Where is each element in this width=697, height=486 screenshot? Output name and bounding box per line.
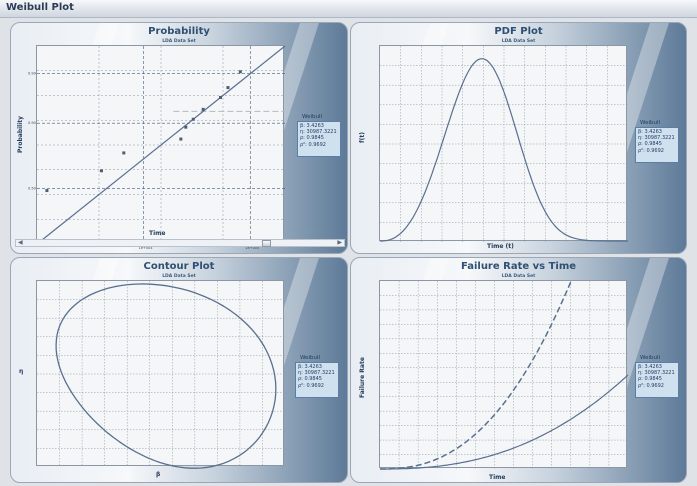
failure-rate-subtitle: LDA Data Set (501, 274, 536, 279)
failure-rate-xlabel: Time (489, 474, 506, 481)
x-tick-label: 1e+005 (245, 246, 259, 250)
pdf-legend: β: 3.4263 η: 30987.3221 ρ: 0.9845 ρ²: 0.96… (635, 127, 679, 163)
data-point (201, 107, 205, 111)
contour-title: Contour Plot (143, 261, 215, 272)
probability-chart-svg: 0.99 0.90 0.50 1e+004 1e+005 (28, 45, 286, 250)
y-tick-label: 0.50 (28, 187, 36, 191)
contour-legend: β: 3.4263 η: 30987.3221 ρ: 0.9845 ρ²: 0.96… (295, 362, 339, 398)
failure-rate-bound-curve (380, 281, 572, 470)
contour-xlabel: β (156, 471, 161, 478)
fit-line (36, 45, 286, 245)
y-tick-label: 0.99 (28, 72, 36, 76)
failure-rate-legend-title: Weibull (640, 355, 661, 361)
data-point (238, 70, 242, 74)
failure-rate-legend: β: 3.4263 η: 30987.3221 ρ: 0.9845 ρ²: 0.96… (635, 362, 679, 398)
x-tick-label: 1e+004 (139, 246, 154, 250)
data-point (226, 86, 230, 90)
scroll-left-icon[interactable]: ◀ (18, 239, 23, 246)
pdf-title: PDF Plot (494, 26, 543, 37)
data-point (184, 125, 188, 129)
probability-plot-area: 0.99 0.90 0.50 1e+004 1e+005 (28, 45, 286, 250)
probability-legend-title: Weibull (302, 114, 323, 120)
pdf-plot-area (379, 45, 628, 242)
failure-rate-panel: Failure Rate vs Time LDA Data Set Time F… (350, 257, 687, 483)
scrollbar-thumb[interactable] (262, 240, 271, 247)
probability-title: Probability (148, 26, 210, 37)
pdf-chart-svg (380, 46, 628, 242)
failure-rate-title: Failure Rate vs Time (460, 261, 577, 272)
probability-legend: β: 3.4263 η: 30987.3221 ρ: 0.9845 ρ²: 0.96… (297, 121, 341, 157)
contour-subtitle: LDA Data Set (162, 274, 196, 279)
scroll-right-icon[interactable]: ▶ (337, 239, 342, 246)
pdf-curve (380, 58, 628, 242)
contour-legend-title: Weibull (300, 355, 321, 361)
pdf-ylabel: f(t) (359, 132, 366, 143)
contour-curve (55, 283, 277, 469)
probability-ylabel: Probability (17, 115, 24, 153)
data-point (45, 189, 49, 193)
data-point (219, 95, 223, 99)
y-tick-label: 0.90 (28, 121, 36, 125)
failure-rate-curve (380, 374, 629, 470)
contour-ylabel: η (19, 368, 24, 375)
data-point (179, 137, 183, 141)
contour-panel: Contour Plot LDA Data Set β η Weibull β:… (10, 257, 348, 483)
pdf-xlabel: Time (t) (487, 243, 514, 250)
pdf-panel: PDF Plot LDA Data Set Time (t) f(t) Weib… (350, 22, 687, 254)
contour-plot-area (36, 280, 285, 469)
pdf-subtitle: LDA Data Set (501, 39, 536, 44)
data-point (191, 117, 195, 121)
probability-subtitle: LDA Data Set (162, 39, 196, 44)
failure-rate-plot-area (379, 280, 629, 470)
window-titlebar: Weibull Plot (0, 0, 697, 18)
pdf-legend-title: Weibull (640, 120, 661, 126)
probability-panel: Probability LDA Data Set 0.99 0.90 0.50 1e+… (10, 22, 348, 254)
probability-scrollbar[interactable]: ◀ ▶ (15, 239, 345, 247)
contour-chart-svg (37, 281, 285, 469)
failure-rate-ylabel: Failure Rate (359, 357, 366, 398)
window-title: Weibull Plot (6, 2, 74, 13)
probability-xlabel: Time (149, 230, 166, 237)
failure-rate-chart-svg (380, 281, 629, 470)
data-point (99, 169, 103, 173)
data-point (122, 151, 126, 155)
